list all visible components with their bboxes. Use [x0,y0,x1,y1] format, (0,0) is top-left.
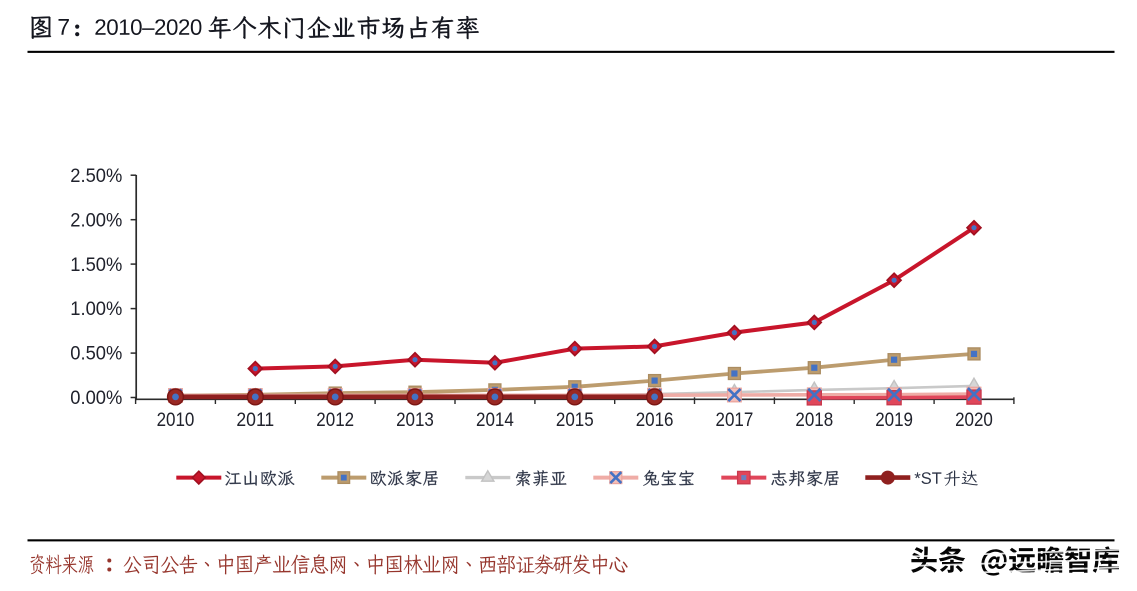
svg-text:2017: 2017 [716,410,754,431]
svg-text:2011: 2011 [236,410,274,431]
svg-text:2014: 2014 [476,410,514,431]
svg-text:2015: 2015 [556,410,594,431]
svg-text:2019: 2019 [875,410,913,431]
svg-text:2018: 2018 [795,410,833,431]
svg-text:1.00%: 1.00% [70,299,122,320]
svg-text:2.00%: 2.00% [70,210,122,231]
svg-text:2016: 2016 [636,410,674,431]
svg-text:2012: 2012 [316,410,354,431]
svg-text:2020: 2020 [955,410,993,431]
svg-text:0.00%: 0.00% [70,388,122,409]
svg-text:2010: 2010 [157,410,195,431]
svg-text:2013: 2013 [396,410,434,431]
svg-text:2.50%: 2.50% [70,166,122,187]
svg-text:0.50%: 0.50% [70,344,122,365]
svg-text:1.50%: 1.50% [70,255,122,276]
